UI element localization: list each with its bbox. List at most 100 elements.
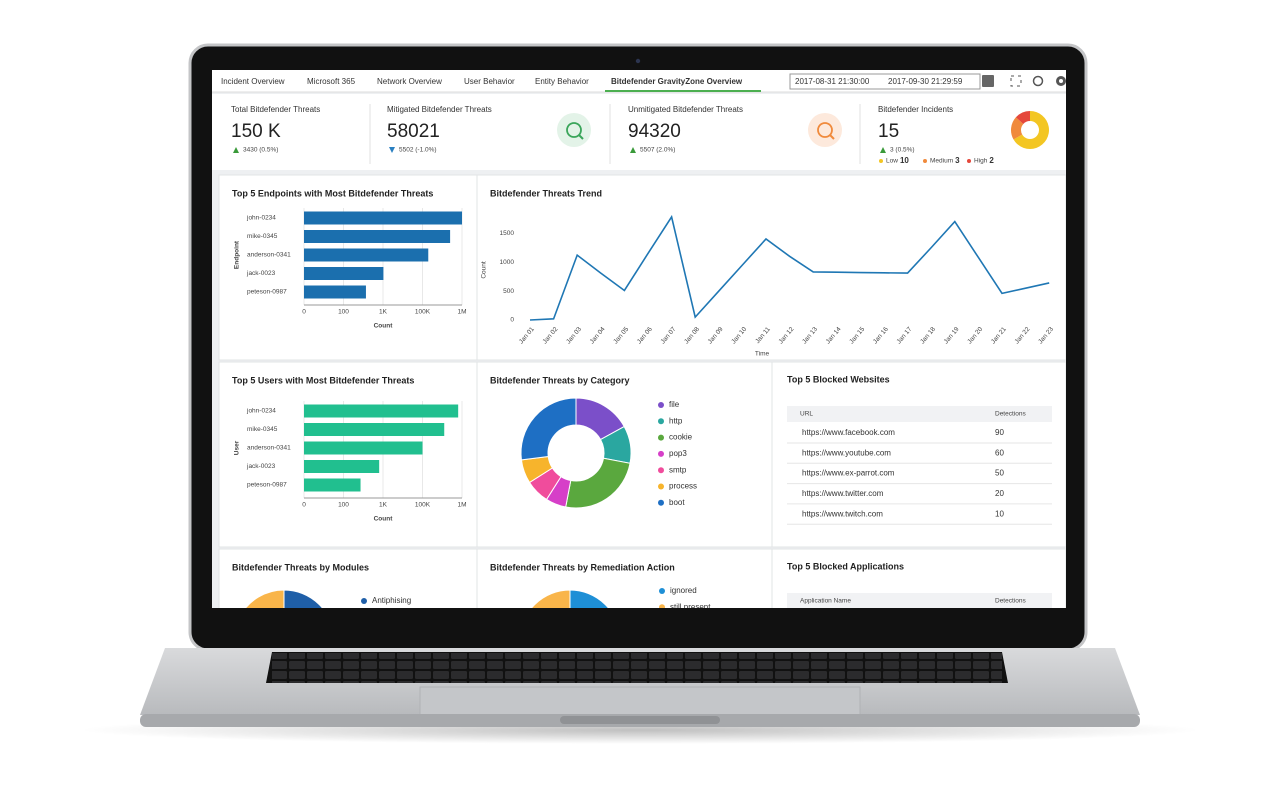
detection-count: 90 (995, 428, 1004, 437)
y-axis-label: User (234, 440, 241, 455)
category-label: jack-0023 (246, 270, 276, 277)
category-label: anderson-0341 (247, 252, 291, 259)
url: https://www.twitter.com (802, 489, 884, 498)
kpi-change: 3 (0.5%) (890, 147, 915, 154)
legend-dot (658, 467, 664, 474)
date-end: 2017-09-30 21:29:59 (888, 77, 963, 86)
x-tick-label: 100 (338, 502, 349, 509)
kpi-value: 150 K (231, 121, 281, 142)
bar (304, 285, 366, 299)
kpi-icon-bg (808, 113, 842, 147)
kpi-icon (566, 122, 582, 138)
chart-title: Top 5 Users with Most Bitdefender Threat… (232, 375, 414, 385)
legend-dot (659, 588, 665, 594)
detection-count: 20 (995, 489, 1004, 498)
legend-value: 10 (900, 156, 909, 165)
legend-dot (658, 450, 664, 457)
legend-label: boot (669, 498, 685, 507)
url: https://www.twitch.com (802, 509, 883, 518)
date-start: 2017-08-31 21:30:00 (795, 77, 870, 86)
kpi-icon-bg (557, 113, 591, 147)
url: https://www.ex-parrot.com (802, 469, 895, 478)
column-header: Detections (995, 598, 1026, 605)
x-tick-label: 1K (379, 309, 388, 316)
column-header: Detections (995, 411, 1026, 418)
tab[interactable]: Microsoft 365 (307, 77, 356, 86)
chart-title: Top 5 Endpoints with Most Bitdefender Th… (232, 188, 433, 198)
tab[interactable]: Bitdefender GravityZone Overview (611, 77, 743, 86)
kpi-icon-handle (578, 134, 584, 140)
legend-dot (658, 499, 664, 506)
tab[interactable]: Entity Behavior (535, 77, 589, 86)
table-title: Top 5 Blocked Websites (787, 374, 890, 384)
trend-arrow (389, 147, 395, 153)
settings-hole (1059, 79, 1063, 83)
category-label: mike-0345 (247, 426, 278, 433)
kpi-change: 5507 (2.0%) (640, 147, 675, 154)
kpi-label: Bitdefender Incidents (878, 105, 953, 114)
chart-title: Bitdefender Threats by Modules (232, 562, 369, 572)
category-label: anderson-0341 (247, 445, 291, 452)
x-tick-label: 100K (415, 309, 431, 316)
y-axis-label: Endpoint (234, 240, 241, 269)
kpi-change: 3430 (0.5%) (243, 147, 278, 154)
table-header (787, 593, 1052, 608)
x-tick-label: 1K (379, 502, 388, 509)
bar (304, 404, 459, 418)
kpi-icon-handle (829, 134, 835, 140)
detection-count: 10 (995, 509, 1004, 518)
trackpad (419, 686, 861, 716)
legend-label: pop3 (669, 449, 687, 458)
panel (476, 548, 773, 608)
panel (476, 174, 1066, 361)
incident-slice (1011, 117, 1024, 140)
legend-dot (361, 598, 367, 604)
category-label: mike-0345 (247, 233, 278, 240)
detection-count: 50 (995, 469, 1004, 478)
legend-label: High (974, 158, 988, 165)
refresh-icon[interactable] (1032, 75, 1044, 87)
x-axis-label: Count (374, 516, 394, 523)
tab[interactable]: Incident Overview (221, 77, 285, 86)
table-header (787, 406, 1052, 422)
legend-label: smtp (669, 465, 687, 474)
slice (569, 589, 609, 608)
date-box[interactable] (789, 73, 981, 90)
trend-arrow (233, 147, 239, 153)
kpi-value: 15 (878, 121, 899, 142)
panel (771, 361, 1066, 548)
tab[interactable]: User Behavior (464, 77, 515, 86)
trend-line (529, 214, 1050, 321)
legend-label: http (669, 416, 683, 425)
table-title: Top 5 Blocked Applications (787, 561, 904, 571)
kpi-label: Mitigated Bitdefender Threats (387, 105, 492, 114)
notch (560, 716, 720, 724)
legend-label: file (669, 400, 680, 409)
chart-title: Bitdefender Threats by Category (490, 375, 630, 385)
url: https://www.youtube.com (802, 448, 891, 457)
legend-dot (659, 604, 665, 608)
chart-title: Bitdefender Threats by Remediation Actio… (490, 562, 675, 572)
bar (304, 248, 429, 262)
y-axis-label: Count (481, 261, 488, 279)
kpi-label: Unmitigated Bitdefender Threats (628, 105, 743, 114)
bar (304, 423, 445, 436)
legend-label: still present (670, 602, 711, 611)
bar (304, 478, 361, 492)
x-axis-label: Time (755, 351, 770, 358)
legend-label: cookie (669, 433, 693, 442)
incident-slice (1013, 111, 1049, 149)
detection-count: 60 (995, 448, 1004, 457)
fullscreen-icon[interactable] (1010, 75, 1022, 87)
bar (304, 267, 384, 280)
calendar-icon[interactable] (982, 75, 994, 87)
bar (304, 460, 380, 473)
tab[interactable]: Network Overview (377, 77, 442, 86)
legend-dot (923, 159, 927, 163)
bar (304, 441, 423, 455)
slice (283, 589, 324, 608)
x-axis-label: Count (374, 323, 394, 330)
slice (531, 589, 571, 608)
x-tick-label: 100 (338, 309, 349, 316)
category-label: peteson-0987 (247, 289, 287, 296)
